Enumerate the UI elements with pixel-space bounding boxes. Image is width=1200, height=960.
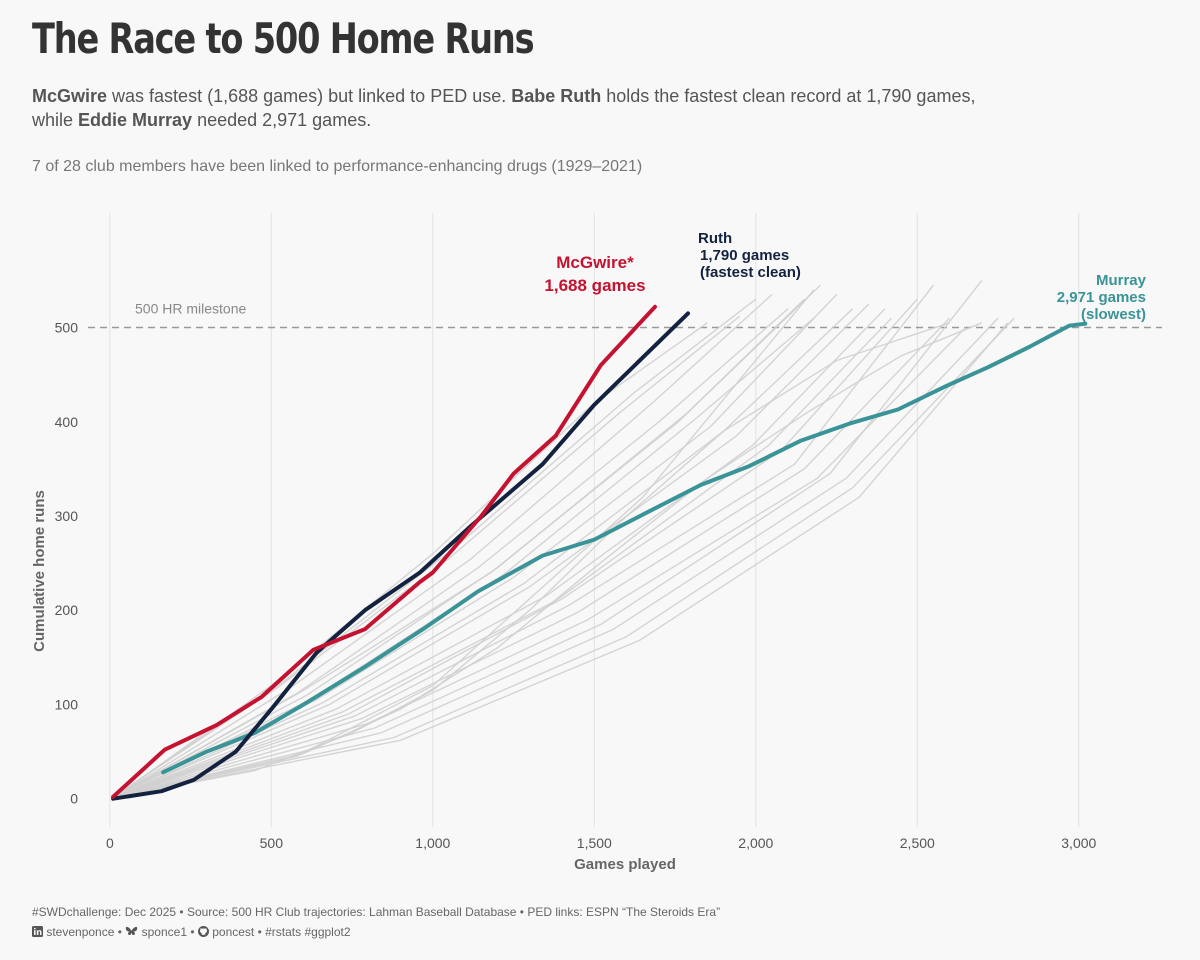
y-axis-title: Cumulative home runs: [31, 490, 48, 652]
other-player-line: [115, 315, 741, 796]
caption: #SWDchallenge: Dec 2025 • Source: 500 HR…: [32, 902, 720, 942]
subtitle-ruth: Babe Ruth: [511, 86, 602, 106]
other-player-line: [115, 284, 821, 797]
x-axis-title: Games played: [574, 856, 676, 873]
other-player-line: [116, 303, 870, 798]
ruth-line: [111, 311, 690, 801]
x-tick-label: 2,000: [738, 835, 773, 851]
x-tick-label: 3,000: [1061, 835, 1096, 851]
other-player-line: [116, 322, 1009, 798]
subtitle-murray: Eddie Murray: [78, 110, 193, 130]
x-tick-label: 0: [106, 835, 114, 851]
x-tick-label: 1,500: [577, 835, 612, 851]
other-player-line: [116, 317, 999, 798]
mcgwire-label-name: McGwire*: [556, 253, 634, 272]
caption-source: #SWDchallenge: Dec 2025 • Source: 500 HR…: [32, 905, 721, 919]
subtitle-mcgwire: McGwire: [32, 86, 108, 106]
other-player-line: [115, 322, 708, 797]
ped-note: 7 of 28 club members have been linked to…: [32, 158, 643, 175]
subtitle: McGwire was fastest (1,688 games) but li…: [32, 84, 1032, 132]
mcgwire-line: [111, 304, 657, 799]
caption-github: poncest: [212, 925, 255, 939]
ruth-label-note: (fastest clean): [700, 264, 801, 281]
other-player-line: [115, 293, 773, 797]
other-player-line: [116, 289, 815, 798]
subtitle-text-1: was fastest (1,688 games) but linked to …: [107, 86, 512, 106]
caption-sep: •: [254, 925, 266, 939]
subtitle-text-2: holds the fastest clean record at 1,790 …: [601, 86, 976, 106]
mcgwire-label-games: 1,688 games: [544, 276, 645, 295]
milestone-reference: 500 HR milestone: [88, 301, 1162, 329]
subtitle-text-3: while: [32, 110, 79, 130]
github-icon: [197, 926, 209, 937]
milestone-label: 500 HR milestone: [135, 301, 246, 317]
other-player-line: [116, 308, 886, 798]
y-tick-label: 200: [55, 602, 79, 618]
caption-bluesky: sponce1: [141, 925, 187, 939]
other-player-line: [116, 284, 935, 798]
butterfly-icon: [126, 926, 138, 936]
other-player-line: [116, 317, 1015, 798]
other-player-line: [116, 279, 983, 798]
line-chart: 500 HR milestone 0 500 1,000 1,500 2,000 2,50…: [31, 213, 1162, 873]
caption-sep: •: [187, 925, 198, 939]
caption-tags: #rstats #ggplot2: [265, 925, 351, 939]
other-player-line: [116, 322, 983, 798]
murray-line: [161, 321, 1088, 775]
other-player-line: [116, 317, 951, 798]
x-tick-label: 2,500: [900, 835, 935, 851]
other-player-line: [116, 322, 950, 798]
caption-sep: •: [114, 925, 126, 939]
y-tick-label: 500: [55, 320, 79, 336]
other-player-line: [116, 298, 918, 798]
caption-linkedin: stevenponce: [46, 925, 115, 939]
murray-label-games: 2,971 games: [1057, 289, 1146, 306]
murray-label-note: (slowest): [1081, 306, 1146, 323]
other-player-line: [116, 317, 893, 798]
x-tick-label: 500: [260, 835, 284, 851]
y-tick-label: 400: [55, 414, 79, 430]
other-player-line: [115, 298, 757, 796]
caption-social: stevenponce • sponce1 • poncest • #rstat…: [32, 922, 720, 942]
ruth-label-games: 1,790 games: [700, 247, 789, 264]
highlighted-players-lines: [111, 304, 1088, 801]
subtitle-text-4: needed 2,971 games.: [192, 110, 372, 130]
murray-label-name: Murray: [1096, 272, 1147, 289]
other-players-lines: [115, 279, 1015, 798]
axes: 0 500 1,000 1,500 2,000 2,500 3,000 0 100 200 300 4…: [31, 320, 1097, 873]
x-tick-label: 1,000: [415, 835, 450, 851]
y-tick-label: 300: [55, 508, 79, 524]
ruth-label-name: Ruth: [698, 230, 732, 247]
linkedin-icon: [32, 926, 43, 937]
y-tick-label: 0: [70, 791, 78, 807]
page-title: The Race to 500 Home Runs: [32, 14, 535, 63]
other-player-line: [116, 327, 967, 798]
y-tick-label: 100: [55, 696, 79, 712]
other-player-line: [116, 308, 854, 798]
